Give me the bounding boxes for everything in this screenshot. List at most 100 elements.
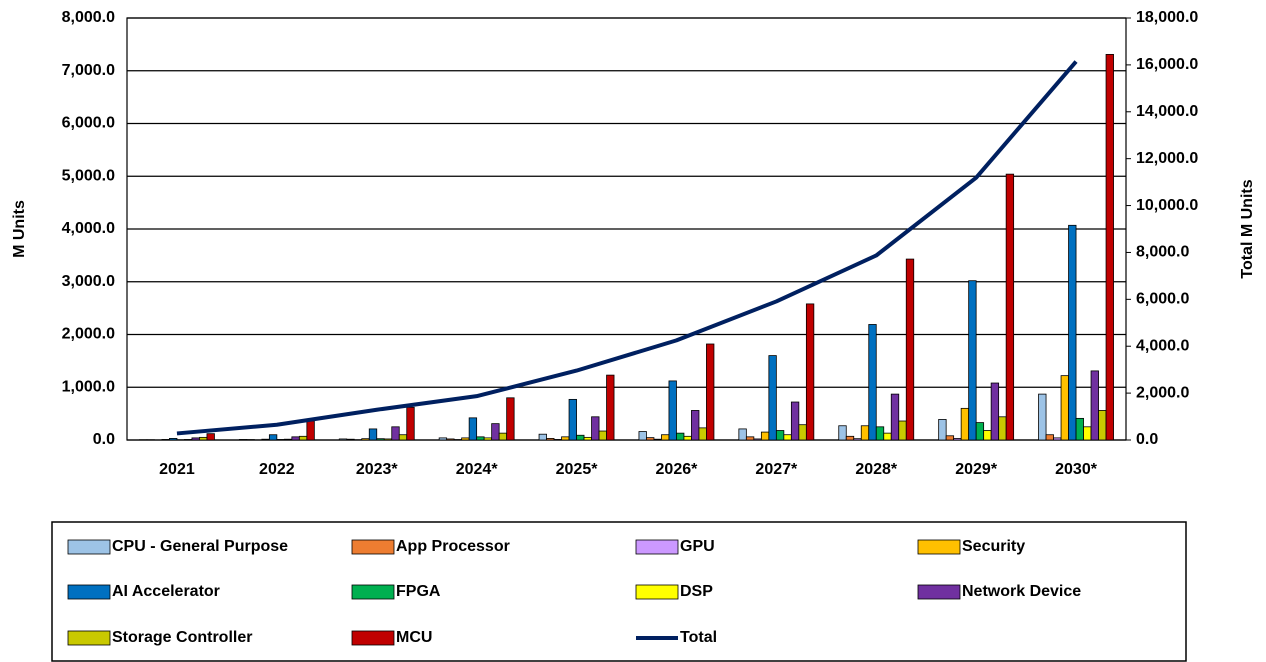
y-tick-label: 0.0 [93,431,115,448]
bar [783,434,792,441]
legend-label: Storage Controller [112,629,252,646]
bar [860,425,870,441]
total-line [176,60,1078,436]
bar [990,382,1000,441]
bar [1098,410,1107,441]
bar [476,436,485,441]
bar [1083,426,1092,441]
y2-tick-label: 12,000.0 [1136,150,1198,167]
bar [184,439,193,441]
bar [398,434,408,441]
x-tick-label: 2023* [356,461,399,478]
legend-label: DSP [680,583,713,600]
bar [1068,224,1077,441]
bar [905,258,915,441]
legend-label: Network Device [962,583,1081,600]
bar [868,324,877,441]
bar [199,436,208,441]
legend-label: CPU - General Purpose [112,538,288,555]
y-tick-label: 2,000.0 [62,326,115,343]
bar [1060,375,1069,441]
bar [706,343,715,441]
bar [790,401,800,441]
y-tick-label: 3,000.0 [62,273,115,290]
bar [738,428,747,441]
x-tick-label: 2029* [955,461,998,478]
bar [368,428,378,441]
bar [461,437,470,441]
bar [638,431,647,441]
bar [753,438,762,441]
bar [591,416,600,441]
bar [483,437,493,441]
bar [960,407,970,441]
bar [938,419,947,441]
y-tick-label: 1,000.0 [62,378,115,395]
legend-label: GPU [680,538,715,555]
bar [646,437,655,441]
y2-tick-label: 14,000.0 [1136,103,1198,120]
x-tick-label: 2027* [755,461,798,478]
bar [983,430,992,441]
bar [998,416,1007,441]
bar [191,437,200,441]
y-tick-label: 6,000.0 [62,115,115,132]
bar [568,398,577,441]
bar [283,438,293,441]
x-tick-label: 2030* [1055,461,1098,478]
x-tick-label: 2026* [656,461,699,478]
bar [698,427,707,441]
x-tick-label: 2024* [456,461,499,478]
legend-label: Security [962,538,1025,555]
bar [506,397,515,441]
legend-swatch [67,630,111,646]
bar [968,280,977,441]
bar [1105,53,1114,441]
bar [606,374,615,441]
x-tick-label: 2025* [556,461,599,478]
bar [583,436,592,441]
bar [760,431,770,441]
bar [775,430,785,441]
bar [438,437,448,441]
bar [668,380,677,441]
bar [306,420,315,441]
bar [338,438,348,441]
bar [805,303,815,441]
bar [546,438,555,441]
bar [406,406,415,441]
bar [1090,370,1099,441]
bar [468,417,478,441]
bar [945,435,955,441]
bar [376,438,385,441]
legend-swatch [351,584,395,600]
y-tick-label: 4,000.0 [62,220,115,237]
legend-swatch [917,584,961,600]
bar [538,433,547,441]
y2-tick-label: 10,000.0 [1136,197,1198,214]
bar [161,439,170,441]
bar [883,432,892,441]
bar [975,422,985,441]
legend-label: FPGA [396,583,441,600]
bar [498,432,508,441]
bar [276,439,285,441]
bar [391,426,400,441]
bar [890,393,900,441]
bar [1038,393,1047,441]
bar [691,410,700,441]
bar [898,420,907,441]
bar [291,436,300,441]
bar [845,435,855,441]
bar [653,438,662,441]
bar [838,425,847,441]
y2-tick-label: 16,000.0 [1136,56,1198,73]
bar [261,438,270,441]
y2-tick-label: 18,000.0 [1136,9,1198,26]
bar [446,438,455,441]
bar [768,355,777,441]
bar [1075,417,1084,441]
legend-swatch [635,539,679,555]
legend-swatch [351,539,395,555]
bar [598,430,607,441]
